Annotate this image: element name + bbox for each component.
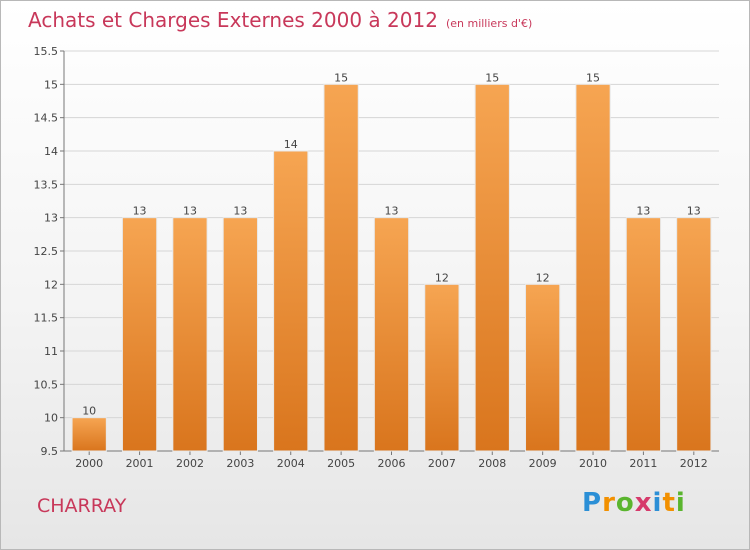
bar-value-label: 12: [536, 271, 550, 284]
logo-letter: i: [675, 488, 686, 518]
logo-letter: i: [652, 488, 663, 518]
y-tick-label: 11.5: [34, 312, 59, 325]
y-tick-label: 11: [44, 345, 58, 358]
logo-letter: t: [662, 488, 676, 518]
y-tick-label: 9.5: [41, 445, 59, 458]
bar-value-label: 15: [485, 71, 499, 84]
y-tick-label: 12: [44, 278, 58, 291]
logo-letter: x: [634, 488, 653, 518]
bar: [172, 217, 208, 452]
bar-value-label: 13: [133, 205, 147, 218]
y-tick-label: 13: [44, 212, 58, 225]
proxiti-logo[interactable]: Proxiti: [582, 488, 686, 518]
x-tick-label: 2012: [680, 457, 708, 470]
bar: [676, 217, 712, 452]
x-tick-label: 2002: [176, 457, 204, 470]
bar: [373, 217, 410, 452]
bar: [474, 83, 510, 452]
bar: [323, 83, 359, 452]
bar: [273, 150, 309, 452]
y-tick-label: 14.5: [34, 112, 59, 125]
commune-name: CHARRAY: [37, 495, 127, 517]
bar-value-label: 13: [687, 205, 701, 218]
x-tick-label: 2001: [126, 457, 154, 470]
x-tick-label: 2009: [529, 457, 557, 470]
x-tick-label: 2008: [478, 457, 506, 470]
bars: [71, 83, 712, 452]
bar-value-label: 13: [385, 205, 399, 218]
x-tick-label: 2005: [327, 457, 355, 470]
y-tick-label: 10.5: [34, 378, 59, 391]
bar-value-label: 15: [586, 71, 600, 84]
logo-letter: r: [602, 488, 616, 518]
labels: 10 2000 13 2001 13 2002 13 2003 14 2004 15 2005 13 20…: [75, 71, 708, 470]
y-tick-label: 15.5: [34, 45, 59, 58]
title-text: Achats et Charges Externes 2000 à 2012: [28, 8, 438, 32]
bar-value-label: 13: [183, 205, 197, 218]
bar-value-label: 15: [334, 71, 348, 84]
y-tick-label: 13.5: [34, 178, 59, 191]
x-tick-label: 2006: [378, 457, 406, 470]
bar: [121, 217, 158, 452]
logo-letter: P: [582, 488, 603, 518]
bar: [525, 283, 561, 452]
bar: [575, 83, 611, 452]
bar: [71, 417, 107, 452]
x-tick-label: 2004: [277, 457, 305, 470]
bar: [222, 217, 258, 452]
x-tick-label: 2000: [75, 457, 103, 470]
x-tick-label: 2010: [579, 457, 607, 470]
bar-value-label: 14: [284, 138, 298, 151]
y-tick-label: 12.5: [34, 245, 59, 258]
x-tick-label: 2003: [226, 457, 254, 470]
bar: [625, 217, 662, 452]
x-tick-label: 2007: [428, 457, 456, 470]
bar-value-label: 13: [636, 205, 650, 218]
y-tick-label: 10: [44, 412, 58, 425]
y-tick-label: 14: [44, 145, 58, 158]
y-tick-label: 15: [44, 78, 58, 91]
bar-value-label: 12: [435, 271, 449, 284]
bar-value-label: 13: [233, 205, 247, 218]
chart-subtitle: (en milliers d'€): [445, 17, 533, 30]
logo-letter: o: [615, 488, 635, 518]
x-tick-label: 2011: [629, 457, 657, 470]
bar-value-label: 10: [82, 405, 96, 418]
bar: [424, 283, 460, 452]
chart-title: Achats et Charges Externes 2000 à 2012 (e…: [28, 8, 532, 32]
